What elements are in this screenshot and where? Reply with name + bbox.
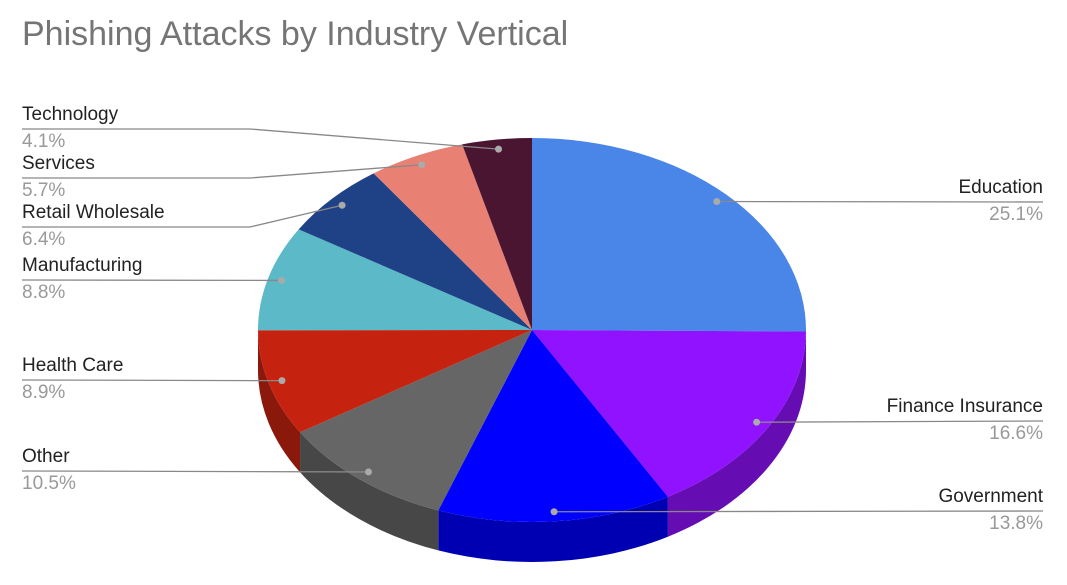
- slice: [373, 144, 532, 330]
- slice: [258, 330, 532, 433]
- slice: [532, 138, 806, 332]
- leader-dot: [277, 276, 285, 284]
- value-label: 10.5%: [22, 473, 76, 494]
- value-label: 16.6%: [989, 423, 1043, 444]
- value-label: 5.7%: [22, 180, 65, 201]
- slice-label: Finance Insurance: [887, 396, 1043, 417]
- slice: [298, 173, 532, 330]
- slice: [462, 138, 532, 330]
- value-label: 8.8%: [22, 282, 65, 303]
- value-label: 13.8%: [989, 513, 1043, 534]
- leader-line: [554, 510, 1044, 513]
- slice: [300, 330, 532, 511]
- value-label: 25.1%: [989, 204, 1043, 225]
- slice-side: [258, 330, 301, 473]
- leader-dot: [338, 201, 346, 209]
- slice: [258, 229, 532, 331]
- slice-label: Health Care: [22, 355, 123, 376]
- slice: [438, 330, 668, 523]
- value-label: 6.4%: [22, 229, 65, 250]
- leader-dot: [753, 418, 761, 426]
- leader-dot: [550, 508, 558, 516]
- leader-line: [756, 420, 1044, 423]
- slice-label: Education: [958, 177, 1043, 198]
- slice-side: [438, 496, 668, 562]
- slice-side: [300, 432, 439, 551]
- leader-line: [21, 379, 282, 382]
- leader-line: [21, 470, 369, 473]
- slice-label: Manufacturing: [22, 255, 142, 276]
- chart-title: Phishing Attacks by Industry Vertical: [22, 15, 568, 53]
- leader-dot: [713, 198, 721, 206]
- leader-line: [22, 164, 422, 179]
- slice-label: Retail Wholesale: [22, 202, 165, 223]
- leader-dot: [418, 161, 426, 169]
- value-label: 8.9%: [22, 382, 65, 403]
- leader-dot: [364, 468, 372, 476]
- slice-label: Other: [22, 446, 70, 467]
- slice-label: Services: [22, 153, 95, 174]
- leader-line: [22, 204, 343, 228]
- slice-label: Government: [938, 486, 1043, 507]
- slice-label: Technology: [22, 104, 119, 125]
- slice: [532, 330, 806, 497]
- value-label: 4.1%: [22, 131, 65, 152]
- leader-line: [22, 128, 499, 150]
- slice-side: [667, 331, 806, 537]
- leader-dot: [495, 145, 503, 153]
- leader-dot: [278, 377, 286, 385]
